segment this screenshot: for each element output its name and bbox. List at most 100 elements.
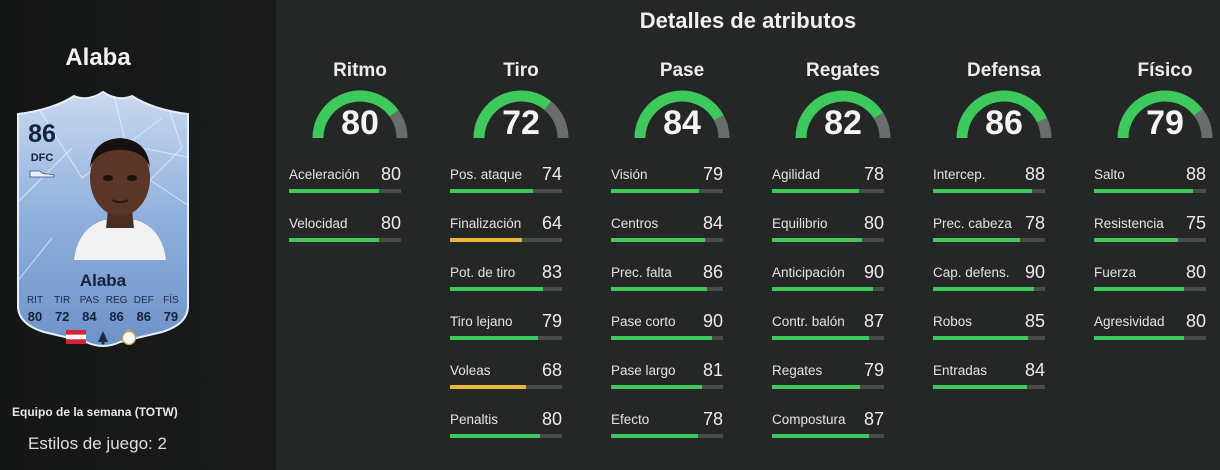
attribute-label: Pos. ataque bbox=[450, 167, 523, 182]
gauge-fill bbox=[473, 90, 552, 139]
austria-flag-icon bbox=[66, 330, 86, 344]
attribute-row: Penaltis 80 bbox=[450, 409, 568, 454]
attribute-bar-track bbox=[450, 287, 562, 291]
attribute-label: Prec. falta bbox=[611, 265, 672, 280]
attribute-bar-fill bbox=[1094, 287, 1184, 291]
category-gauge bbox=[473, 90, 569, 139]
attribute-bar-fill bbox=[289, 189, 379, 193]
player-name: Alaba bbox=[65, 44, 131, 71]
attribute-bar-track bbox=[772, 189, 884, 193]
attribute-label: Pot. de tiro bbox=[450, 265, 516, 280]
attribute-bar-fill bbox=[933, 336, 1029, 340]
attribute-value: 90 bbox=[702, 311, 723, 331]
category-gauge bbox=[312, 90, 408, 139]
attribute-row: Anticipación 90 bbox=[772, 262, 890, 307]
player-card[interactable]: 86 DFC Alaba RIT TIR PAS REG DEF FÍS 80 … bbox=[12, 88, 194, 350]
attribute-value: 80 bbox=[380, 213, 401, 233]
attribute-label: Pase largo bbox=[611, 363, 676, 378]
attribute-bar-fill bbox=[611, 287, 708, 291]
attribute-value: 79 bbox=[541, 311, 562, 331]
attribute-row: Contr. balón 87 bbox=[772, 311, 890, 356]
attribute-bar-fill bbox=[450, 434, 540, 438]
card-stat-value: 86 bbox=[136, 309, 151, 324]
attribute-row: Prec. falta 86 bbox=[611, 262, 729, 307]
attribute-label: Agilidad bbox=[772, 167, 821, 182]
attribute-value: 85 bbox=[1024, 311, 1045, 331]
attribute-value: 87 bbox=[863, 409, 884, 429]
gauge-remaining bbox=[389, 110, 408, 139]
attribute-value: 90 bbox=[863, 262, 884, 282]
playstyles-count[interactable]: Estilos de juego: 2 bbox=[28, 434, 167, 453]
gauge-remaining bbox=[544, 101, 569, 139]
card-stat-label: RIT bbox=[26, 295, 44, 306]
attribute-value: 84 bbox=[1024, 360, 1045, 380]
card-stat-label: FÍS bbox=[163, 295, 179, 306]
boot-icon bbox=[29, 170, 55, 178]
gauge-remaining bbox=[713, 115, 730, 139]
card-stat-value: 84 bbox=[82, 309, 97, 324]
attribute-bar-track bbox=[611, 189, 723, 193]
attribute-bar-track bbox=[772, 287, 884, 291]
category-title: Ritmo bbox=[333, 60, 387, 81]
attribute-bar-fill bbox=[1094, 238, 1178, 242]
attribute-bar-fill bbox=[611, 336, 712, 340]
category-gauge bbox=[795, 90, 891, 139]
attribute-bar-fill bbox=[772, 238, 862, 242]
card-stat-value: 79 bbox=[163, 309, 179, 324]
section-title: Detalles de atributos bbox=[639, 8, 857, 33]
attribute-label: Aceleración bbox=[289, 167, 360, 182]
attribute-bar-track bbox=[611, 336, 723, 340]
attribute-bar-fill bbox=[450, 385, 527, 389]
card-badges bbox=[66, 327, 146, 347]
attribute-value: 90 bbox=[1024, 262, 1045, 282]
attribute-row: Tiro lejano 79 bbox=[450, 311, 568, 356]
real-madrid-crest-icon bbox=[121, 329, 137, 346]
card-stat-labels: RIT TIR PAS REG DEF FÍS bbox=[24, 295, 182, 306]
attribute-bar-fill bbox=[450, 336, 539, 340]
attribute-bar-track bbox=[611, 238, 723, 242]
category-value: 72 bbox=[502, 104, 540, 142]
category-title: Físico bbox=[1137, 60, 1193, 81]
gauge-fill bbox=[634, 90, 724, 139]
attribute-value: 79 bbox=[863, 360, 884, 380]
card-stat-values: 80 72 84 86 86 79 bbox=[24, 309, 182, 324]
attribute-bar-fill bbox=[933, 287, 1034, 291]
attribute-row: Cap. defens. 90 bbox=[933, 262, 1051, 307]
gauge-remaining bbox=[1193, 108, 1213, 139]
attribute-label: Tiro lejano bbox=[450, 314, 513, 329]
category-value: 79 bbox=[1146, 104, 1184, 142]
attribute-bar-track bbox=[772, 434, 884, 438]
attribute-bar-track bbox=[1094, 336, 1206, 340]
card-player-name: Alaba bbox=[79, 271, 127, 290]
attribute-label: Intercep. bbox=[933, 167, 986, 182]
attribute-value: 86 bbox=[702, 262, 723, 282]
attribute-bar-fill bbox=[772, 287, 873, 291]
attribute-bar-fill bbox=[1094, 189, 1193, 193]
attribute-value: 88 bbox=[1024, 164, 1045, 184]
attribute-label: Equilibrio bbox=[772, 216, 828, 231]
card-stat-label: PAS bbox=[79, 295, 100, 306]
attribute-value: 79 bbox=[702, 164, 723, 184]
attribute-label: Finalización bbox=[450, 216, 522, 231]
attribute-value: 64 bbox=[541, 213, 562, 233]
attribute-row: Efecto 78 bbox=[611, 409, 729, 454]
attribute-row: Intercep. 88 bbox=[933, 164, 1051, 209]
card-stat-value: 72 bbox=[54, 309, 70, 324]
attribute-row: Robos 85 bbox=[933, 311, 1051, 356]
category-value: 80 bbox=[341, 104, 379, 142]
attribute-label: Contr. balón bbox=[772, 314, 845, 329]
attribute-label: Visión bbox=[611, 167, 648, 182]
category-value: 84 bbox=[663, 104, 701, 142]
category-value: 86 bbox=[985, 104, 1023, 142]
card-stat-label: DEF bbox=[133, 295, 154, 306]
attribute-bar-track bbox=[450, 336, 562, 340]
attribute-label: Robos bbox=[933, 314, 973, 329]
category-value: 82 bbox=[824, 104, 862, 142]
attribute-label: Pase corto bbox=[611, 314, 676, 329]
attribute-value: 81 bbox=[702, 360, 723, 380]
attribute-bar-fill bbox=[450, 189, 533, 193]
attribute-row: Finalización 64 bbox=[450, 213, 568, 258]
attribute-value: 80 bbox=[863, 213, 884, 233]
attribute-bar-track bbox=[933, 287, 1045, 291]
attribute-bar-fill bbox=[611, 189, 700, 193]
